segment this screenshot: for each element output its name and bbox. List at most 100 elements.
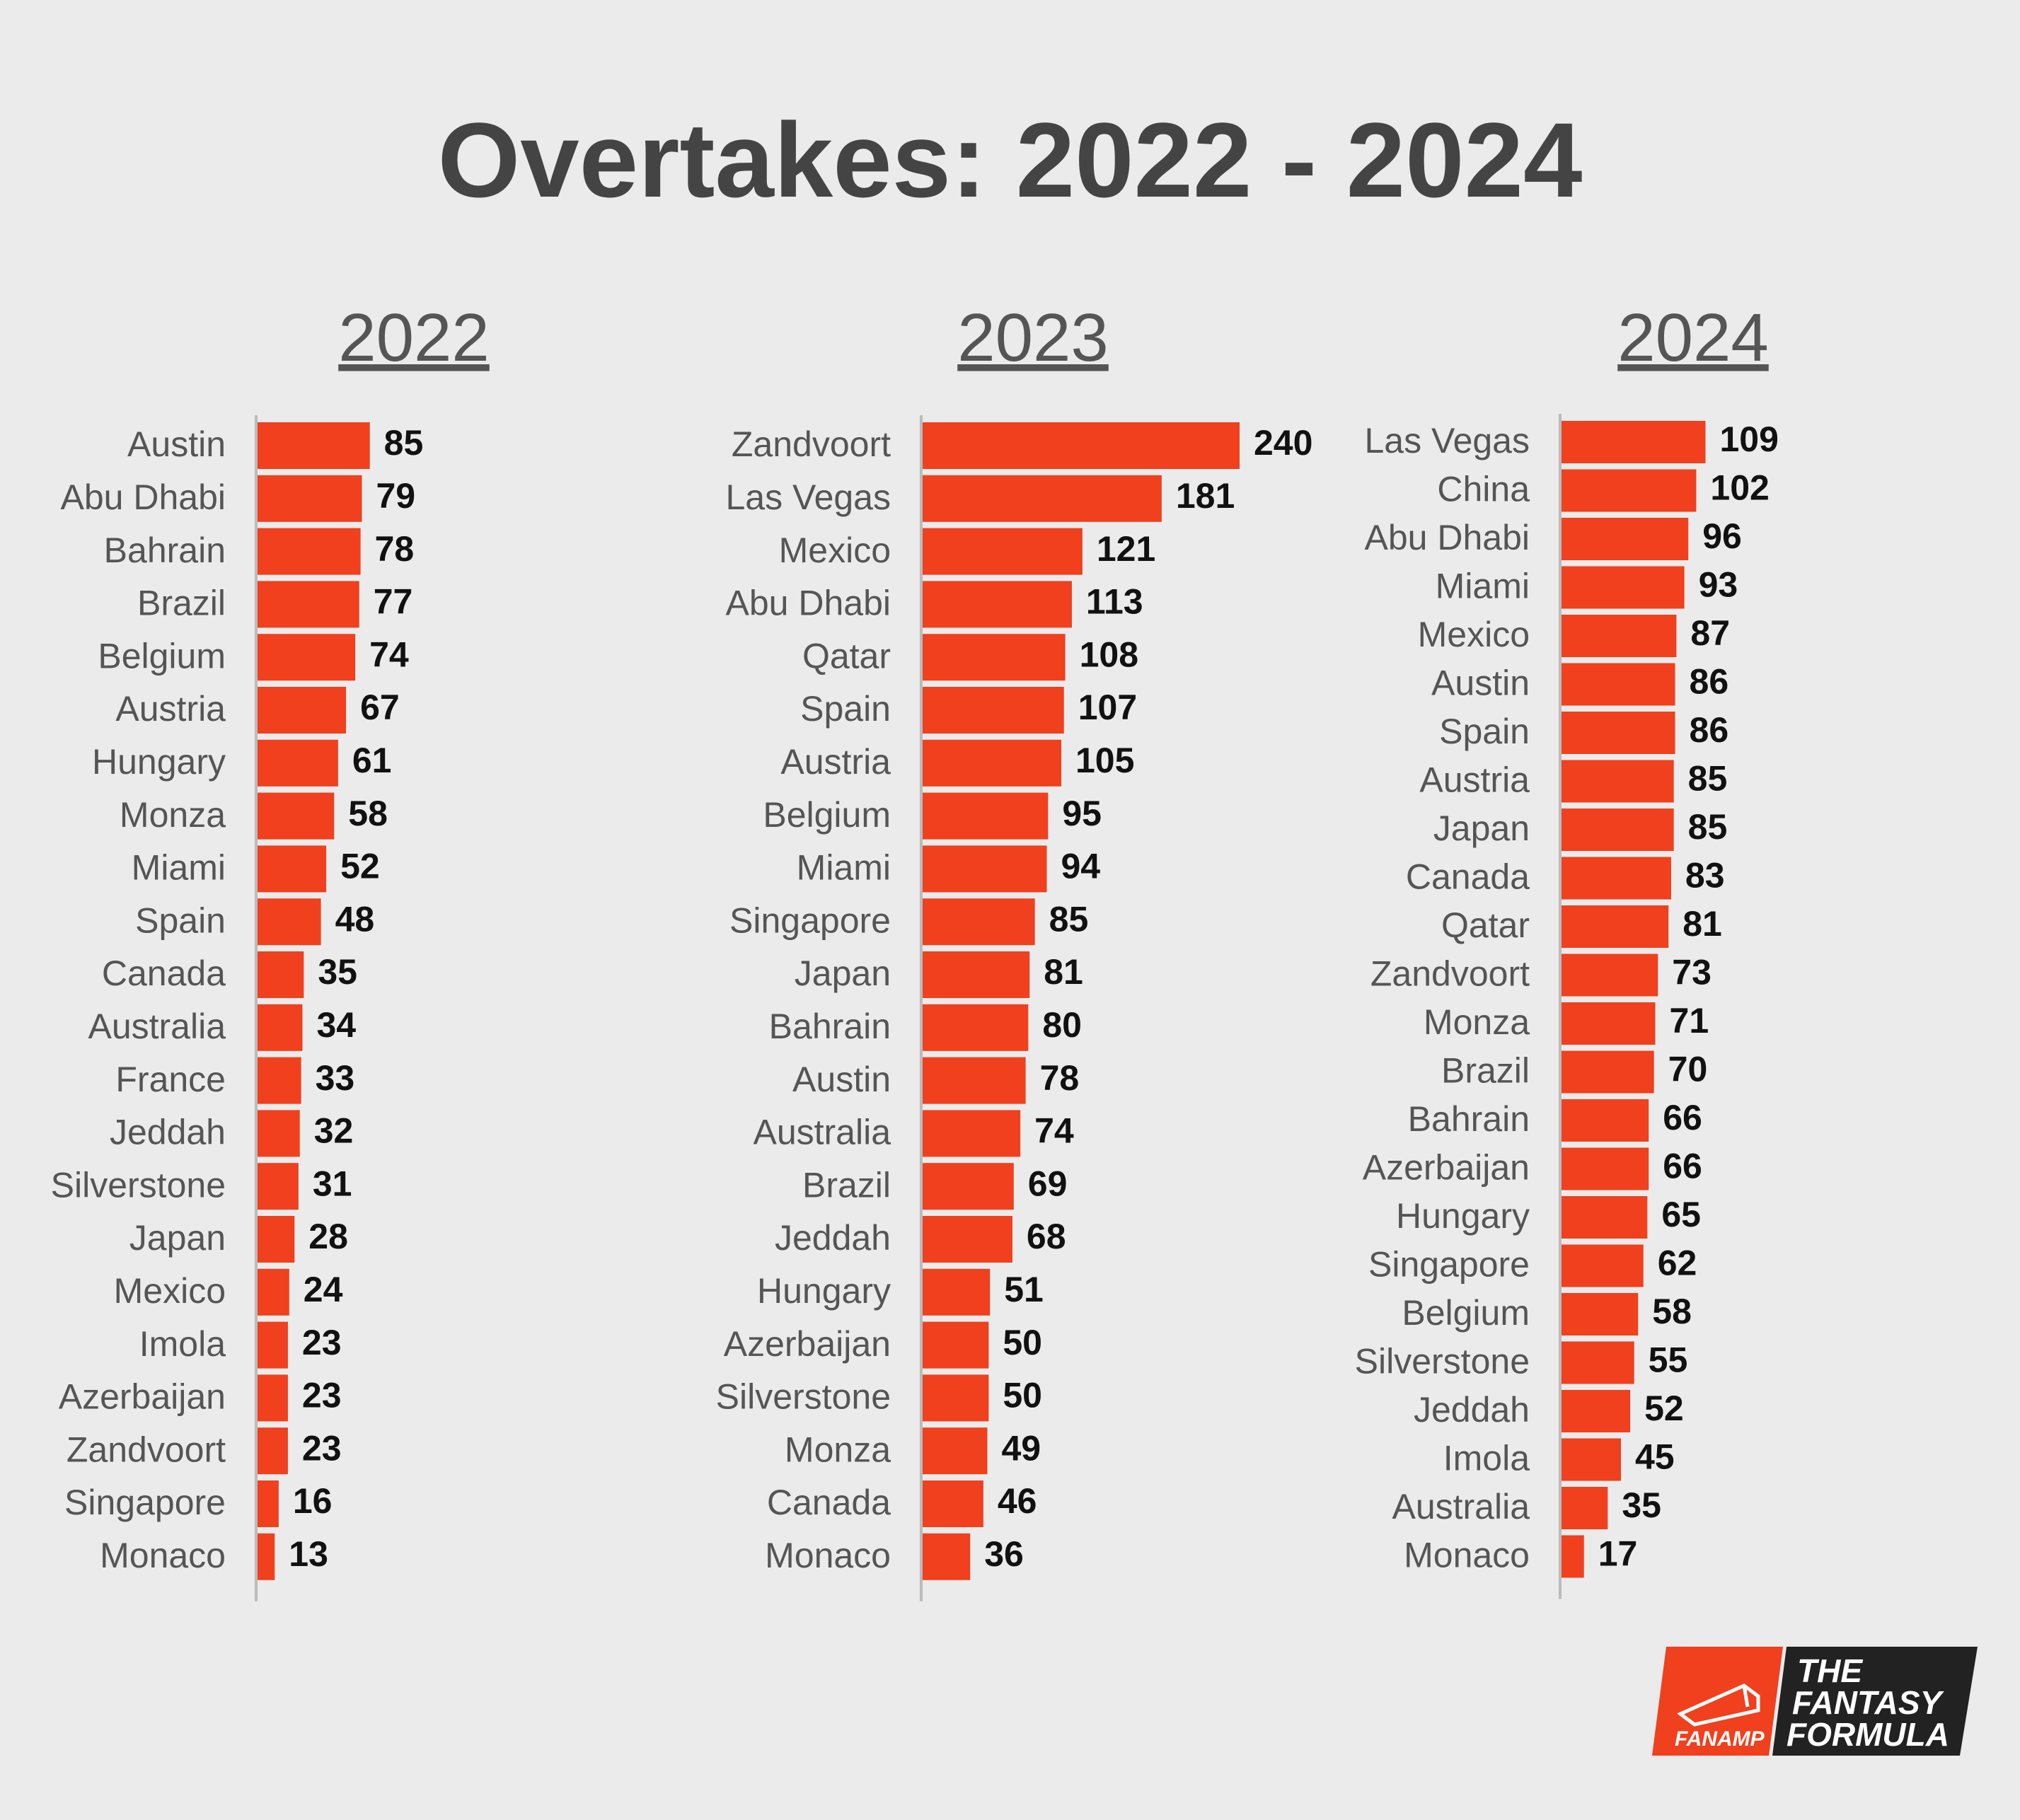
bar xyxy=(258,1268,289,1316)
category-label: Mexico xyxy=(114,1271,226,1311)
bar xyxy=(1562,712,1675,754)
category-label: Austria xyxy=(1419,760,1530,800)
value-label: 240 xyxy=(1254,423,1312,463)
category-label: Monza xyxy=(120,795,226,835)
value-label: 36 xyxy=(984,1534,1024,1574)
value-label: 16 xyxy=(293,1481,333,1521)
bar xyxy=(923,687,1064,734)
category-label: Singapore xyxy=(1368,1245,1530,1285)
bar xyxy=(258,951,304,998)
value-label: 45 xyxy=(1635,1437,1675,1477)
value-label: 35 xyxy=(1622,1485,1661,1525)
value-label: 93 xyxy=(1699,565,1738,605)
value-label: 113 xyxy=(1086,582,1143,622)
value-label: 85 xyxy=(1688,807,1728,847)
value-label: 58 xyxy=(1652,1292,1692,1331)
value-label: 73 xyxy=(1672,953,1712,992)
bar xyxy=(1562,421,1706,463)
category-label: Mexico xyxy=(1418,615,1530,654)
bar xyxy=(258,1163,299,1210)
bar xyxy=(1562,518,1689,560)
bar xyxy=(1562,615,1677,657)
bar xyxy=(258,792,335,840)
bar xyxy=(258,1110,300,1157)
bar xyxy=(923,1163,1014,1210)
value-label: 34 xyxy=(316,1005,356,1045)
category-label: Las Vegas xyxy=(725,477,891,517)
category-label: Belgium xyxy=(1402,1293,1530,1333)
category-label: Austin xyxy=(792,1060,891,1099)
category-label: Bahrain xyxy=(1408,1099,1530,1139)
bar xyxy=(923,475,1162,522)
value-label: 102 xyxy=(1710,468,1769,508)
value-label: 48 xyxy=(335,899,375,939)
bar xyxy=(1562,954,1658,997)
value-label: 52 xyxy=(340,847,380,886)
value-label: 49 xyxy=(1001,1428,1041,1468)
bar xyxy=(258,687,347,734)
car-icon xyxy=(1677,1683,1760,1727)
bar xyxy=(923,1057,1026,1104)
bar xyxy=(923,1480,983,1527)
bar xyxy=(258,1427,288,1475)
year-title: 2022 xyxy=(338,300,490,376)
category-label: Spain xyxy=(1439,712,1530,751)
value-label: 68 xyxy=(1027,1217,1066,1256)
bar xyxy=(923,1110,1021,1157)
value-label: 109 xyxy=(1719,419,1778,459)
category-label: Austin xyxy=(127,424,226,464)
value-label: 181 xyxy=(1176,476,1235,516)
category-label: Miami xyxy=(1436,567,1530,606)
bar xyxy=(1562,469,1697,512)
bar xyxy=(923,1374,989,1422)
logo-line-1: THE xyxy=(1797,1652,1863,1689)
bar xyxy=(923,422,1240,469)
value-label: 85 xyxy=(384,423,424,463)
bar xyxy=(1562,1196,1648,1239)
category-label: Singapore xyxy=(729,900,891,940)
category-label: Abu Dhabi xyxy=(1365,518,1530,557)
value-label: 66 xyxy=(1663,1098,1702,1137)
value-label: 23 xyxy=(302,1323,342,1362)
bar xyxy=(923,1216,1012,1263)
value-label: 50 xyxy=(1003,1376,1042,1415)
bar xyxy=(1562,1438,1621,1481)
value-label: 74 xyxy=(1034,1111,1074,1151)
category-label: Abu Dhabi xyxy=(61,477,226,517)
logo-fanamp-text: FANAMP xyxy=(1675,1727,1765,1751)
bar xyxy=(1562,566,1685,609)
category-label: Japan xyxy=(1433,808,1530,848)
bar xyxy=(258,1004,303,1051)
category-label: Canada xyxy=(1406,857,1530,897)
bar xyxy=(923,898,1035,946)
category-label: Australia xyxy=(753,1113,891,1152)
category-label: Azerbaijan xyxy=(724,1324,891,1364)
value-label: 107 xyxy=(1078,688,1137,727)
bar xyxy=(258,1057,301,1104)
value-label: 23 xyxy=(302,1428,342,1468)
category-label: Singapore xyxy=(64,1483,226,1522)
category-label: Bahrain xyxy=(769,1007,891,1046)
category-label: France xyxy=(115,1060,226,1099)
value-label: 78 xyxy=(1040,1058,1080,1098)
year-title: 2024 xyxy=(1617,300,1769,376)
category-label: Jeddah xyxy=(775,1218,891,1258)
value-label: 58 xyxy=(348,794,388,833)
value-label: 67 xyxy=(360,688,400,727)
category-label: Spain xyxy=(800,689,891,729)
bar xyxy=(258,1216,295,1263)
value-label: 96 xyxy=(1702,516,1742,556)
bar xyxy=(923,951,1030,998)
category-label: Silverstone xyxy=(1355,1342,1530,1381)
category-label: Imola xyxy=(139,1324,226,1364)
category-label: Qatar xyxy=(1441,905,1530,945)
category-label: Austin xyxy=(1431,663,1530,703)
value-label: 51 xyxy=(1004,1270,1044,1309)
bar xyxy=(1562,663,1675,706)
value-label: 23 xyxy=(302,1376,342,1415)
category-label: Silverstone xyxy=(716,1377,891,1417)
bar xyxy=(258,581,359,628)
value-label: 86 xyxy=(1690,662,1729,702)
value-label: 28 xyxy=(308,1217,348,1256)
bar xyxy=(923,1427,988,1475)
